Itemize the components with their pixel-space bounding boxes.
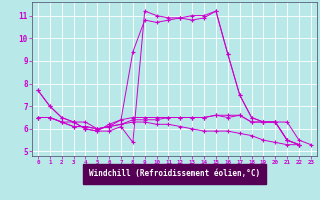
X-axis label: Windchill (Refroidissement éolien,°C): Windchill (Refroidissement éolien,°C) — [89, 169, 260, 178]
